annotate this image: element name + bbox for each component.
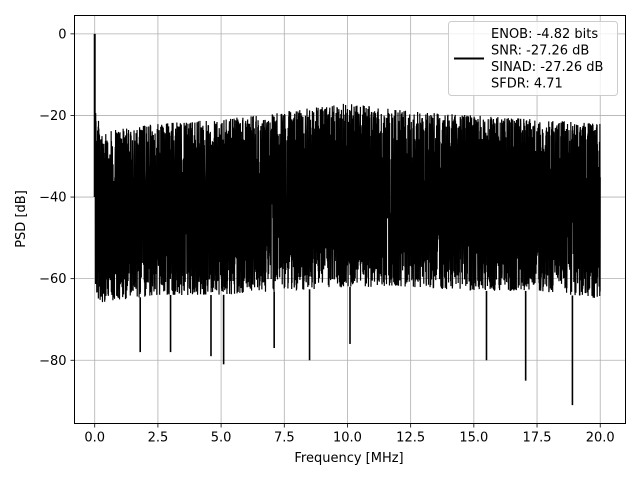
x-tick-label: 15.0 <box>459 431 488 446</box>
legend-sfdr: SFDR: 4.71 <box>491 77 563 92</box>
y-tick-label: 0 <box>58 27 66 42</box>
data-layer <box>93 33 601 406</box>
legend-enob: ENOB: -4.82 bits <box>491 27 598 42</box>
x-axis-label: Frequency [MHz] <box>294 451 403 466</box>
x-tick-label: 5.0 <box>211 431 232 446</box>
x-tick-label: 12.5 <box>396 431 425 446</box>
legend-box <box>448 21 618 96</box>
y-tick-label: −40 <box>39 191 66 206</box>
y-tick-label: −80 <box>39 354 66 369</box>
x-tick-label: 20.0 <box>586 431 615 446</box>
y-tick-label: −20 <box>39 109 66 124</box>
plot-frame <box>74 15 626 424</box>
tick-layer: 0.0 2.5 5.0 7.5 10.0 12.5 15.0 17.5 20.0 0 −20 −40 −… <box>39 27 615 445</box>
legend: ENOB: -4.82 bits SNR: -27.26 dB SINAD: -… <box>448 21 618 96</box>
x-tick-label: 10.0 <box>333 431 362 446</box>
psd-noise-trace <box>94 103 601 303</box>
y-tick-label: −60 <box>39 272 66 287</box>
x-tick-label: 2.5 <box>148 431 169 446</box>
x-tick-label: 0.0 <box>84 431 105 446</box>
legend-snr: SNR: -27.26 dB <box>491 44 589 59</box>
y-axis-label: PSD [dB] <box>14 190 29 248</box>
legend-sinad: SINAD: -27.26 dB <box>491 60 603 75</box>
x-tick-label: 7.5 <box>274 431 295 446</box>
x-tick-label: 17.5 <box>523 431 552 446</box>
